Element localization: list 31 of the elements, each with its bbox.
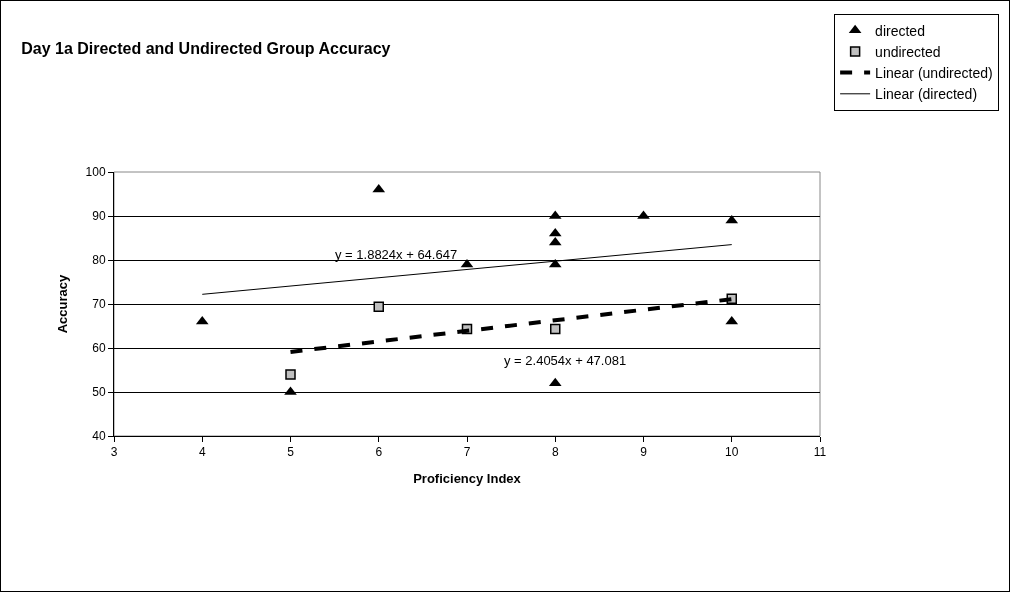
legend-label: directed xyxy=(875,22,925,39)
y-tick-label: 50 xyxy=(92,385,106,400)
annotation: y = 1.8824x + 64.647 xyxy=(335,247,458,262)
x-tick-label: 9 xyxy=(640,445,648,460)
y-tick-label: 100 xyxy=(85,165,106,180)
x-tick-label: 11 xyxy=(813,445,827,460)
y-tick-label: 70 xyxy=(92,297,106,312)
y-tick-label: 80 xyxy=(92,253,106,268)
annotation: y = 2.4054x + 47.081 xyxy=(504,353,627,368)
x-tick-label: 6 xyxy=(375,445,383,460)
point xyxy=(285,369,296,380)
y-tick-label: 40 xyxy=(92,429,106,444)
legend-label: undirected xyxy=(875,43,941,60)
x-tick-label: 10 xyxy=(725,445,739,460)
y-tick-label: 60 xyxy=(92,341,106,356)
point xyxy=(373,301,384,312)
x-tick-label: 7 xyxy=(463,445,471,460)
y-axis-title: Accuracy xyxy=(54,273,70,334)
legend-label: Linear (undirected) xyxy=(875,65,993,82)
chart-title: Day 1a Directed and Undirected Group Accuracy xyxy=(21,39,391,57)
x-axis-title: Proficiency Index xyxy=(413,471,522,486)
point xyxy=(460,258,474,268)
x-tick-label: 8 xyxy=(551,445,559,460)
point xyxy=(548,236,562,246)
point xyxy=(550,323,561,335)
point xyxy=(725,214,739,224)
y-tick-label: 90 xyxy=(92,209,106,224)
x-tick-label: 3 xyxy=(110,445,118,460)
x-tick-label: 4 xyxy=(198,445,206,460)
x-tick-label: 5 xyxy=(287,445,295,460)
legend-label: Linear (directed) xyxy=(875,86,978,103)
